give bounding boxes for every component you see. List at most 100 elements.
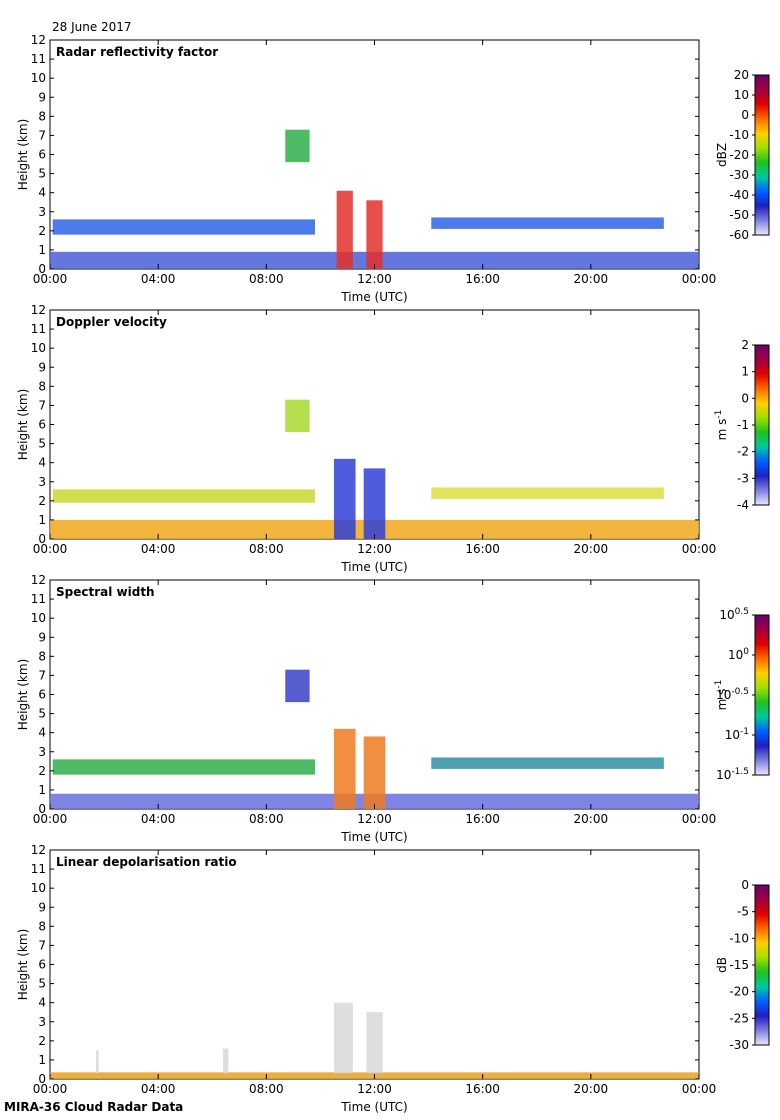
y-tick-label: 10 bbox=[31, 611, 46, 625]
colorbar-tick-label: -4 bbox=[737, 498, 749, 512]
colorbar-tick-label: -5 bbox=[737, 905, 749, 919]
x-tick-label: 08:00 bbox=[249, 1082, 284, 1096]
y-tick-label: 4 bbox=[38, 996, 46, 1010]
y-tick-label: 9 bbox=[38, 90, 46, 104]
x-tick-label: 12:00 bbox=[357, 272, 392, 286]
y-tick-label: 3 bbox=[38, 1015, 46, 1029]
y-tick-label: 11 bbox=[31, 52, 46, 66]
colorbar-tick-label: -10 bbox=[729, 128, 749, 142]
colorbar-tick-label: -20 bbox=[729, 148, 749, 162]
y-tick-label: 2 bbox=[38, 1034, 46, 1048]
y-tick-label: 8 bbox=[38, 379, 46, 393]
colorbar-tick-label: -1 bbox=[737, 418, 749, 432]
colorbar-tick-label: -2 bbox=[737, 445, 749, 459]
y-tick-label: 2 bbox=[38, 764, 46, 778]
y-tick-label: 9 bbox=[38, 630, 46, 644]
x-tick-label: 16:00 bbox=[465, 1082, 500, 1096]
y-tick-label: 5 bbox=[38, 707, 46, 721]
y-tick-label: 7 bbox=[38, 128, 46, 142]
radar-echo-2 bbox=[333, 1002, 353, 1074]
footer-label: MIRA-36 Cloud Radar Data bbox=[4, 1100, 184, 1114]
colorbar-tick-label: -3 bbox=[737, 471, 749, 485]
colorbar-tick-label: 1 bbox=[741, 365, 749, 379]
y-tick-label: 6 bbox=[38, 418, 46, 432]
x-axis-label: Time (UTC) bbox=[340, 1100, 407, 1114]
y-tick-label: 3 bbox=[38, 745, 46, 759]
y-tick-label: 10 bbox=[31, 881, 46, 895]
colorbar bbox=[754, 344, 770, 506]
colorbar-tick-label: 10-0.5 bbox=[716, 687, 749, 702]
colorbar-tick-label: 100.5 bbox=[719, 607, 749, 622]
radar-echo-4 bbox=[285, 399, 310, 433]
radar-echo-1 bbox=[52, 489, 316, 503]
colorbar-unit-label: dB bbox=[715, 957, 729, 973]
x-tick-label: 16:00 bbox=[465, 272, 500, 286]
x-tick-label: 12:00 bbox=[357, 812, 392, 826]
x-tick-label: 04:00 bbox=[141, 812, 176, 826]
y-tick-label: 0 bbox=[38, 802, 46, 816]
radar-echo-5 bbox=[333, 728, 356, 809]
x-tick-label: 00:00 bbox=[682, 1082, 717, 1096]
y-tick-label: 5 bbox=[38, 437, 46, 451]
colorbar-tick-label: -20 bbox=[729, 985, 749, 999]
panel-title: Linear depolarisation ratio bbox=[56, 855, 237, 869]
colorbar bbox=[754, 884, 770, 1046]
y-tick-label: 8 bbox=[38, 109, 46, 123]
colorbar-tick-label: -30 bbox=[729, 1038, 749, 1052]
y-tick-label: 3 bbox=[38, 205, 46, 219]
y-axis-label: Height (km) bbox=[16, 929, 30, 1000]
y-tick-label: 7 bbox=[38, 938, 46, 952]
y-tick-label: 12 bbox=[31, 33, 46, 47]
panel-title: Spectral width bbox=[56, 585, 155, 599]
radar-echo-3 bbox=[366, 1012, 383, 1074]
x-tick-label: 00:00 bbox=[33, 812, 68, 826]
date-label: 28 June 2017 bbox=[52, 20, 132, 34]
y-tick-label: 12 bbox=[31, 303, 46, 317]
radar-echo-1 bbox=[52, 219, 316, 235]
x-tick-label: 16:00 bbox=[465, 812, 500, 826]
x-tick-label: 00:00 bbox=[33, 272, 68, 286]
colorbar-unit-label: m s-1 bbox=[714, 410, 729, 441]
y-tick-label: 4 bbox=[38, 186, 46, 200]
y-tick-label: 0 bbox=[38, 532, 46, 546]
y-tick-label: 4 bbox=[38, 456, 46, 470]
y-tick-label: 8 bbox=[38, 919, 46, 933]
x-axis-label: Time (UTC) bbox=[340, 830, 407, 844]
x-tick-label: 04:00 bbox=[141, 1082, 176, 1096]
x-axis-label: Time (UTC) bbox=[340, 290, 407, 304]
y-tick-label: 4 bbox=[38, 726, 46, 740]
colorbar-unit-label: dBZ bbox=[715, 143, 729, 167]
colorbar-tick-label: 10-1 bbox=[725, 727, 749, 742]
colorbar-tick-label: 2 bbox=[741, 338, 749, 352]
x-tick-label: 20:00 bbox=[574, 1082, 609, 1096]
panel-title: Radar reflectivity factor bbox=[56, 45, 218, 59]
x-tick-label: 12:00 bbox=[357, 542, 392, 556]
x-tick-label: 20:00 bbox=[574, 812, 609, 826]
y-tick-label: 2 bbox=[38, 494, 46, 508]
y-tick-label: 1 bbox=[38, 783, 46, 797]
x-tick-label: 04:00 bbox=[141, 272, 176, 286]
radar-echo-5 bbox=[333, 458, 356, 539]
y-tick-label: 10 bbox=[31, 341, 46, 355]
radar-echo-2 bbox=[431, 757, 664, 769]
y-tick-label: 6 bbox=[38, 148, 46, 162]
x-tick-label: 00:00 bbox=[33, 542, 68, 556]
y-tick-label: 6 bbox=[38, 688, 46, 702]
radar-echo-5 bbox=[95, 1050, 99, 1074]
radar-echo-1 bbox=[52, 759, 316, 775]
y-tick-label: 11 bbox=[31, 862, 46, 876]
x-axis-label: Time (UTC) bbox=[340, 560, 407, 574]
colorbar-tick-label: 20 bbox=[734, 68, 749, 82]
y-tick-label: 11 bbox=[31, 592, 46, 606]
x-tick-label: 20:00 bbox=[574, 542, 609, 556]
radar-echo-6 bbox=[363, 736, 386, 809]
colorbar-tick-label: -10 bbox=[729, 931, 749, 945]
radar-echo-2 bbox=[431, 217, 664, 229]
y-tick-label: 9 bbox=[38, 360, 46, 374]
x-tick-label: 04:00 bbox=[141, 542, 176, 556]
colorbar-unit-label: m s-1 bbox=[714, 680, 729, 711]
y-tick-label: 12 bbox=[31, 843, 46, 857]
